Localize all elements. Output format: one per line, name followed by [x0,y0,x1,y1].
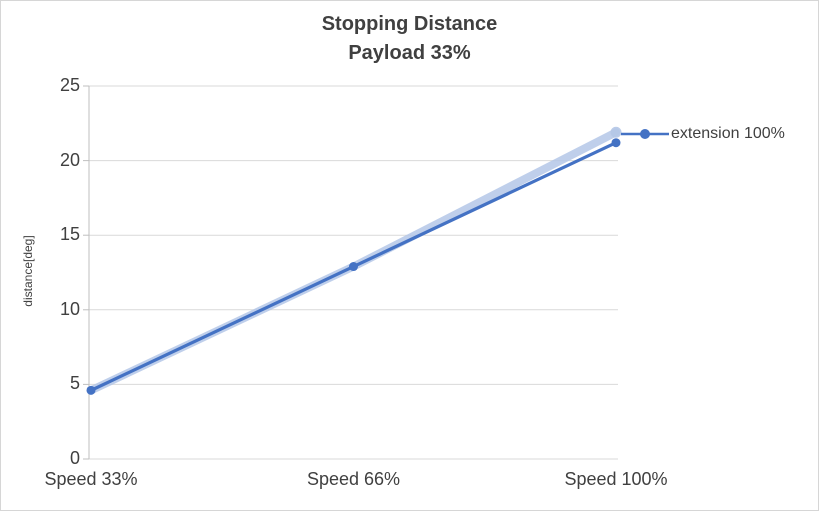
chart-title: Stopping Distance Payload 33% [1,10,818,68]
y-tick-label: 5 [69,373,80,394]
chart-title-line2: Payload 33% [348,42,471,64]
data-point-marker [611,138,621,148]
y-tick-label: 20 [59,149,80,170]
legend-label: extension 100% [671,125,785,142]
legend: extension 100% [621,125,785,143]
data-point-marker [86,385,96,395]
y-tick-label: 15 [59,224,80,245]
x-category-label: Speed 33% [44,469,138,489]
y-tick-label: 0 [69,448,80,468]
spread-band-end-marker [610,126,622,138]
legend-line-marker-icon [621,129,669,139]
chart-title-line1: Stopping Distance [321,13,498,35]
data-point-marker [349,262,358,272]
y-tick-label: 10 [59,298,80,319]
x-category-label: Speed 100% [564,469,668,489]
y-tick-label: 25 [59,75,80,95]
x-category-label: Speed 66% [306,469,401,489]
